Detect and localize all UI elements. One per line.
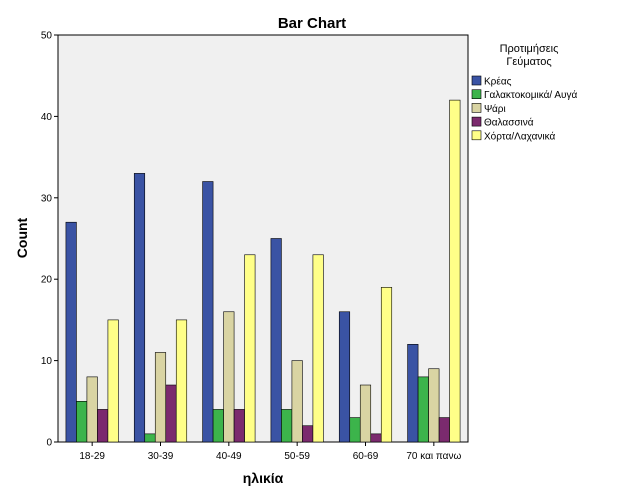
bar: [338, 311, 351, 443]
legend-label: Θαλασσινά: [484, 117, 534, 129]
bar: [417, 376, 429, 443]
bar: [380, 287, 393, 443]
bar: [233, 409, 245, 443]
y-tick-label: 20: [41, 275, 53, 286]
bar: [312, 254, 324, 443]
legend-swatch: [471, 89, 482, 99]
bar: [302, 425, 314, 443]
x-tick-label: 18-29: [79, 451, 105, 462]
bar: [86, 376, 98, 443]
bar: [359, 384, 372, 443]
bar: [407, 344, 419, 443]
legend-label: Ψάρι: [484, 103, 506, 115]
legend-label: Χόρτα/Λαχανικά: [484, 130, 555, 142]
bar: [107, 319, 119, 443]
bars-group: [65, 99, 461, 443]
bar: [144, 433, 156, 443]
legend-swatch: [471, 103, 482, 113]
bar: [428, 368, 440, 443]
bar: [349, 417, 361, 443]
bar: [212, 409, 224, 443]
plot-area: [57, 34, 469, 443]
bar: [281, 409, 293, 443]
y-tick-label: 30: [41, 193, 53, 204]
y-tick-label: 50: [41, 31, 53, 42]
legend-title-line-2: Γεύματος: [506, 56, 551, 68]
x-tick-label: 40-49: [216, 451, 242, 462]
y-tick-label: 10: [41, 356, 53, 367]
legend-swatch: [471, 75, 482, 86]
y-tick-label: 0: [46, 438, 52, 449]
bar: [175, 319, 188, 443]
legend-label: Γαλακτοκομικά/ Αυγά: [484, 89, 578, 101]
bar: [65, 221, 77, 443]
x-tick-label: 50-59: [284, 451, 310, 462]
x-tick-label: 30-39: [148, 451, 174, 462]
x-tick-label: 60-69: [353, 451, 379, 462]
bar: [370, 433, 382, 443]
bar: [270, 238, 282, 443]
bar: [154, 352, 167, 443]
legend: Προτιμήσεις Γεύματος ΚρέαςΓαλακτοκομικά/…: [471, 43, 578, 142]
bar: [291, 360, 303, 443]
bar: [223, 311, 235, 443]
y-axis-ticks: 0 10 20 30 40 50: [41, 31, 58, 449]
x-axis-label: ηλικία: [243, 470, 284, 486]
bar: [244, 254, 256, 443]
y-axis-label: Count: [14, 217, 30, 258]
bar: [97, 409, 109, 443]
chart-title: Bar Chart: [278, 15, 346, 32]
bar: [449, 99, 461, 443]
x-axis-ticks: 18-29 30-39 40-49 50-59 60-69 70 και πανω: [79, 442, 461, 462]
bar: [202, 181, 214, 443]
y-tick-label: 40: [41, 112, 53, 123]
bar: [438, 417, 450, 443]
x-tick-label: 70 και πανω: [406, 451, 461, 462]
bar: [133, 173, 146, 443]
legend-swatch: [471, 116, 482, 127]
bar: [165, 384, 177, 443]
legend-title-line-1: Προτιμήσεις: [500, 43, 559, 55]
legend-label: Κρέας: [484, 76, 512, 88]
legend-swatch: [471, 130, 482, 141]
bar: [76, 400, 88, 443]
